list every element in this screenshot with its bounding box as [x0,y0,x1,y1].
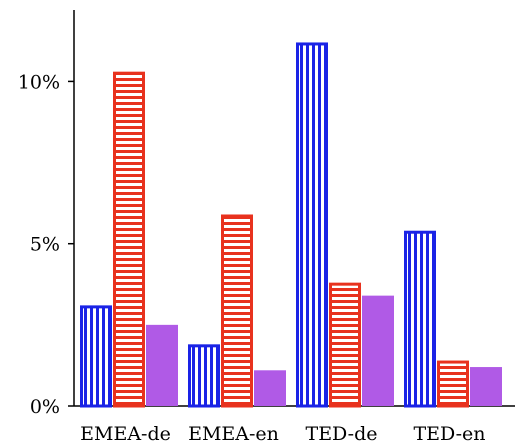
bar-solid [254,370,286,406]
bar-solid [146,324,178,406]
bar-solid [362,295,394,406]
bar-vertical-stripes [188,344,220,408]
bar-vertical-stripes [80,305,112,408]
bar-horizontal-stripes [329,282,361,408]
bar-vertical-stripes [296,42,328,408]
category-label: EMEA-de [80,423,171,445]
category-label: TED-en [413,423,485,445]
category-label: EMEA-en [188,423,279,445]
y-tick-label: 5% [30,234,60,256]
bar-horizontal-stripes [113,71,145,408]
y-tick-label: 0% [30,396,60,418]
category-label: TED-de [306,423,378,445]
y-tick-label: 10% [18,71,60,93]
bar-horizontal-stripes [437,360,469,408]
bar-vertical-stripes [404,230,436,408]
bar-horizontal-stripes [221,214,253,408]
bar-solid [470,367,502,406]
